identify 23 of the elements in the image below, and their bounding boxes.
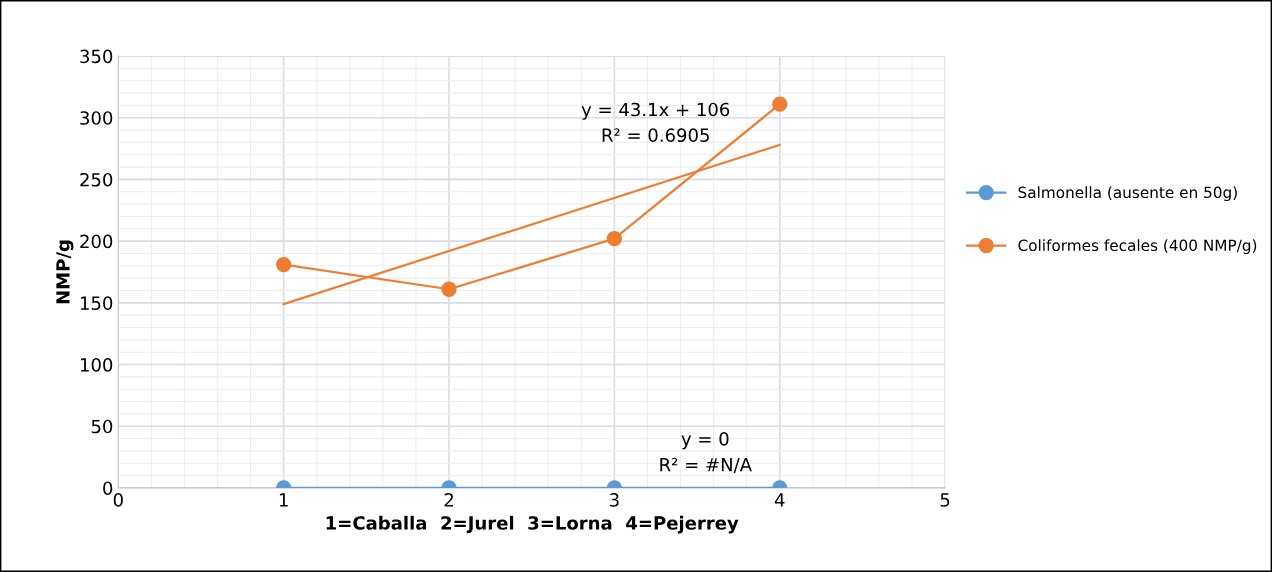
y-tick-label: 200	[80, 234, 113, 249]
point	[441, 281, 457, 297]
point	[606, 231, 623, 247]
x-tick-label: 0	[113, 493, 123, 507]
y-tick-label: 50	[91, 419, 113, 434]
legend-label: Salmonella (ausente en 50g)	[1018, 186, 1237, 202]
x-axis-title: 1=Caballa 2=Jurel 3=Lorna 4=Pejerrey	[326, 515, 739, 534]
y-tick-label: 150	[80, 296, 113, 310]
x-tick-label: 2	[444, 493, 453, 507]
annotation: y = 43.1x + 106 R² = 0.6905	[581, 102, 730, 143]
x-tick-label: 3	[610, 493, 619, 507]
y-tick-label: 350	[80, 49, 113, 64]
legend-label: Coliformes fecales (400 NMP/g)	[1018, 239, 1257, 255]
x-tick-label: 4	[774, 493, 785, 507]
x-tick-label: 5	[940, 493, 950, 507]
y-tick-label: 100	[80, 357, 113, 372]
point	[276, 256, 292, 273]
y-tick-label: 0	[103, 481, 113, 496]
annotation: y = 0 R² = #N/A	[660, 432, 752, 473]
x-tick-label: 1	[279, 493, 288, 507]
y-tick-label: 250	[80, 172, 113, 187]
y-axis-title: NMP/g	[56, 240, 74, 304]
y-tick-label: 300	[80, 111, 113, 125]
